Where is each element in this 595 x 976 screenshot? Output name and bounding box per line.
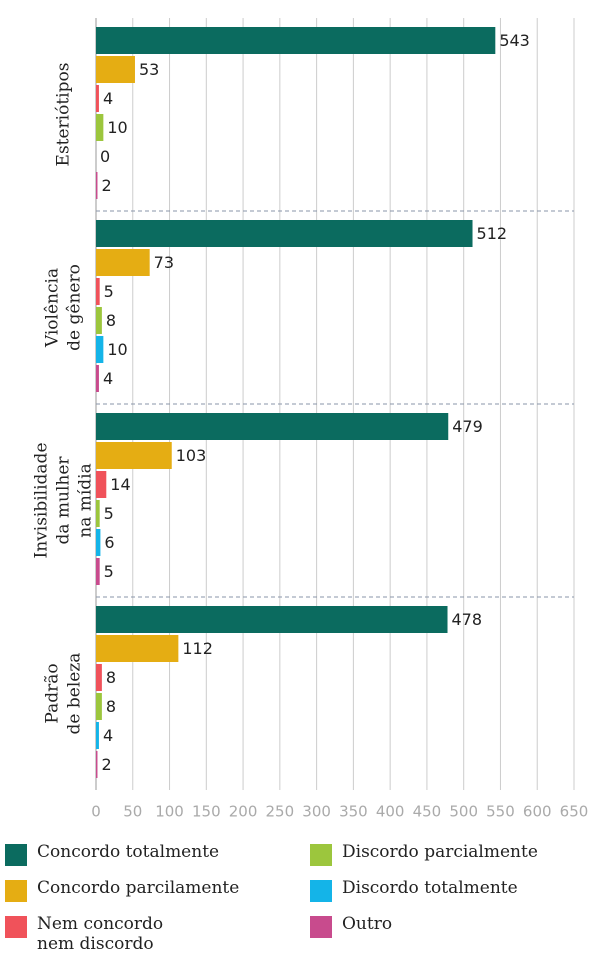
bar — [96, 500, 100, 527]
x-tick-label: 250 — [266, 803, 295, 821]
legend-swatch — [5, 844, 27, 866]
value-label: 479 — [452, 417, 483, 436]
value-label: 14 — [110, 475, 130, 494]
value-label: 10 — [107, 340, 127, 359]
legend-label: Discordo totalmente — [342, 878, 518, 898]
bar — [96, 413, 449, 440]
legend-item: Outro — [310, 914, 590, 954]
legend-swatch — [310, 880, 332, 902]
value-label: 2 — [101, 755, 111, 774]
bar — [96, 249, 150, 276]
bar — [96, 56, 135, 83]
x-tick-label: 650 — [560, 803, 589, 821]
bar — [96, 471, 107, 498]
bar — [96, 172, 98, 199]
legend-label: Discordo parcialmente — [342, 842, 538, 862]
x-tick-label: 450 — [413, 803, 442, 821]
x-tick-label: 600 — [523, 803, 552, 821]
x-tick-label: 400 — [376, 803, 405, 821]
x-tick-label: 350 — [339, 803, 368, 821]
value-label: 0 — [100, 147, 110, 166]
value-label: 112 — [182, 639, 213, 658]
bar — [96, 529, 101, 556]
value-label: 8 — [106, 311, 116, 330]
value-label: 53 — [139, 60, 159, 79]
bar — [96, 114, 104, 141]
chart: 0 50 100 150 200 250 300 350 400 450 500 550 600 650E… — [32, 18, 589, 821]
legend-item: Discordo parcialmente — [310, 842, 590, 866]
bar — [96, 220, 473, 247]
legend-swatch — [5, 916, 27, 938]
legend-item: Concordo parcilamente — [5, 878, 310, 902]
x-tick-label: 300 — [302, 803, 331, 821]
value-label: 8 — [106, 697, 116, 716]
value-label: 73 — [154, 253, 174, 272]
bar — [96, 606, 448, 633]
x-tick-label: 50 — [123, 803, 142, 821]
legend-item: Discordo totalmente — [310, 878, 590, 902]
bar — [96, 635, 179, 662]
value-label: 2 — [101, 176, 111, 195]
legend-swatch — [310, 844, 332, 866]
legend-item: Concordo totalmente — [5, 842, 310, 866]
bar — [96, 27, 496, 54]
value-label: 4 — [103, 89, 113, 108]
category-label: Violência — [43, 268, 63, 348]
category-label: da mulher — [54, 456, 74, 545]
bar — [96, 442, 172, 469]
legend-label: Concordo parcilamente — [37, 878, 240, 898]
bar — [96, 722, 99, 749]
bar — [96, 336, 104, 363]
legend: Concordo totalmente Discordo parcialmente… — [5, 842, 590, 954]
legend-item: Nem concordo nem discordo — [5, 914, 310, 954]
value-label: 5 — [104, 504, 114, 523]
value-label: 4 — [103, 726, 113, 745]
legend-label: Concordo totalmente — [37, 842, 220, 862]
value-label: 10 — [107, 118, 127, 137]
value-label: 103 — [176, 446, 207, 465]
bar — [96, 558, 100, 585]
category-label: Esteriótipos — [54, 63, 74, 167]
x-tick-label: 200 — [229, 803, 258, 821]
category-label: Padrão — [43, 663, 63, 723]
x-tick-label: 150 — [192, 803, 221, 821]
bar — [96, 693, 102, 720]
legend-label: Nem concordo nem discordo — [37, 914, 164, 954]
legend-swatch — [5, 880, 27, 902]
x-tick-label: 100 — [155, 803, 184, 821]
bar — [96, 664, 102, 691]
value-label: 5 — [104, 562, 114, 581]
value-label: 6 — [104, 533, 114, 552]
value-label: 478 — [452, 610, 483, 629]
value-label: 512 — [477, 224, 508, 243]
bar — [96, 307, 102, 334]
bar — [96, 365, 99, 392]
x-tick-label: 0 — [91, 803, 101, 821]
category-label: na mídia — [76, 463, 96, 538]
x-tick-label: 500 — [449, 803, 478, 821]
legend-label: Outro — [342, 914, 393, 934]
category-label: de beleza — [65, 653, 85, 735]
bar — [96, 85, 99, 112]
value-label: 543 — [499, 31, 530, 50]
value-label: 8 — [106, 668, 116, 687]
value-label: 4 — [103, 369, 113, 388]
bar — [96, 751, 98, 778]
value-label: 5 — [104, 282, 114, 301]
category-label: de gênero — [65, 264, 85, 351]
legend-swatch — [310, 916, 332, 938]
bar — [96, 278, 100, 305]
category-label: Invisibilidade — [32, 442, 52, 558]
x-tick-label: 550 — [486, 803, 515, 821]
